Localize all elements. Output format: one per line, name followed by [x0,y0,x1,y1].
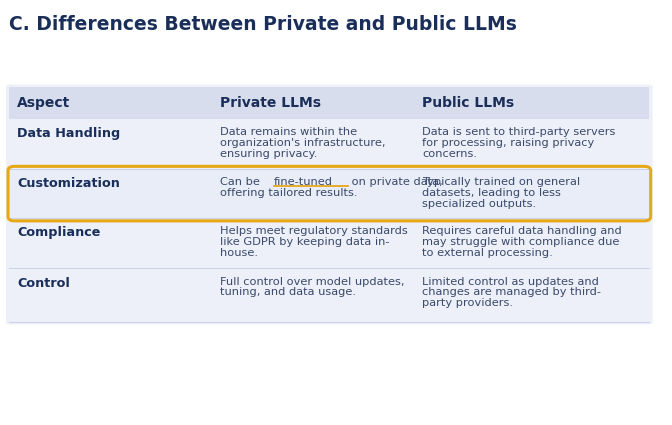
Text: organization's infrastructure,: organization's infrastructure, [220,138,385,148]
Text: may struggle with compliance due: may struggle with compliance due [422,237,620,247]
Text: Public LLMs: Public LLMs [422,96,514,110]
Text: ensuring privacy.: ensuring privacy. [220,149,317,159]
Text: tuning, and data usage.: tuning, and data usage. [220,287,355,298]
Text: concerns.: concerns. [422,149,477,159]
Text: house.: house. [220,248,257,258]
Text: specialized outputs.: specialized outputs. [422,198,536,209]
Text: Private LLMs: Private LLMs [220,96,321,110]
Text: Helps meet regulatory standards: Helps meet regulatory standards [220,226,407,236]
Text: changes are managed by third-: changes are managed by third- [422,287,601,298]
Text: Customization: Customization [17,177,120,190]
FancyBboxPatch shape [9,268,649,323]
FancyBboxPatch shape [9,119,649,169]
FancyBboxPatch shape [6,85,653,325]
FancyBboxPatch shape [9,87,649,119]
Text: Typically trained on general: Typically trained on general [422,177,580,187]
Text: like GDPR by keeping data in-: like GDPR by keeping data in- [220,237,389,247]
Text: fine-tuned: fine-tuned [274,177,333,187]
Text: Data remains within the: Data remains within the [220,128,357,137]
Text: Limited control as updates and: Limited control as updates and [422,277,599,286]
FancyBboxPatch shape [9,169,649,218]
Text: for processing, raising privacy: for processing, raising privacy [422,138,594,148]
Text: Data Handling: Data Handling [17,128,120,140]
Text: Can be: Can be [220,177,263,187]
FancyBboxPatch shape [9,218,649,268]
Text: Aspect: Aspect [17,96,71,110]
Text: C. Differences Between Private and Public LLMs: C. Differences Between Private and Publi… [9,15,517,34]
Text: Compliance: Compliance [17,226,101,239]
Text: offering tailored results.: offering tailored results. [220,188,357,198]
Text: to external processing.: to external processing. [422,248,553,258]
Text: Data is sent to third-party servers: Data is sent to third-party servers [422,128,616,137]
Text: Full control over model updates,: Full control over model updates, [220,277,404,286]
Text: Requires careful data handling and: Requires careful data handling and [422,226,622,236]
Text: datasets, leading to less: datasets, leading to less [422,188,561,198]
Text: Control: Control [17,277,70,289]
Text: on private data,: on private data, [348,177,443,187]
Text: party providers.: party providers. [422,298,513,309]
